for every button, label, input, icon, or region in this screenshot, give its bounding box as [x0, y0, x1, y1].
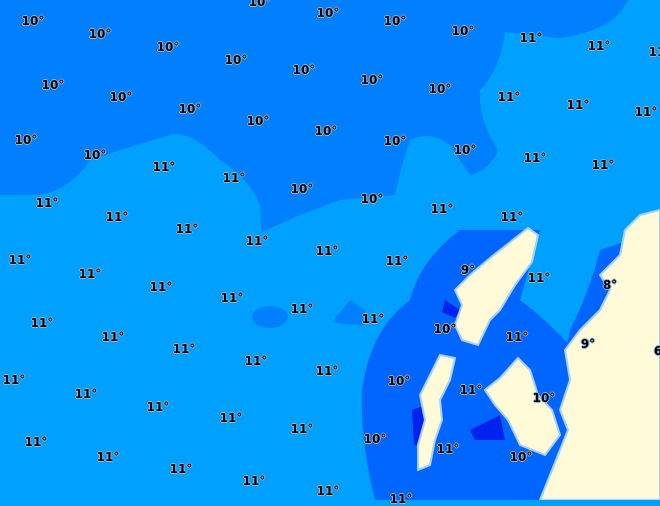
temperature-label: 11°	[219, 411, 243, 425]
temperature-label: 11°	[242, 474, 266, 488]
temperature-label: 11°	[591, 158, 615, 172]
temperature-label: 10°	[290, 182, 314, 196]
temperature-label: 11°	[430, 202, 454, 216]
temperature-label: 11°	[220, 291, 244, 305]
temperature-label: 10°	[41, 78, 65, 92]
temperature-label: 10°	[363, 432, 387, 446]
mainland	[538, 208, 660, 500]
temperature-label: 10°	[509, 450, 533, 464]
temperature-label: 10°	[109, 90, 133, 104]
temperature-label: 11°	[152, 160, 176, 174]
temperature-label: 11°	[169, 462, 193, 476]
temperature-label: 11°	[523, 151, 547, 165]
temperature-label: 9°	[460, 263, 476, 277]
temperature-label: 10°	[453, 143, 477, 157]
temperature-label: 10°	[316, 6, 340, 20]
temperature-label: 11°	[8, 253, 32, 267]
temperature-label: 11°	[316, 484, 340, 498]
island-harris-uist	[417, 353, 457, 472]
sea-10-patch	[252, 306, 288, 328]
temperature-label: 10°	[428, 82, 452, 96]
temperature-label: 11°	[385, 254, 409, 268]
temperature-label: 11°	[222, 171, 246, 185]
temperature-label: 11°	[587, 39, 611, 53]
temperature-label: 11°	[149, 280, 173, 294]
temperature-label: 10°	[88, 27, 112, 41]
temperature-label: 10°	[360, 192, 384, 206]
island-lewis	[453, 226, 540, 347]
temperature-label: 10°	[387, 374, 411, 388]
temperature-label: 10°	[433, 322, 457, 336]
temperature-label: 10°	[451, 24, 475, 38]
temperature-label: 11°	[389, 492, 413, 506]
temperature-label: 11°	[35, 196, 59, 210]
sea-10-patch	[332, 300, 365, 326]
temperature-label: 11°	[519, 31, 543, 45]
temperature-label: 11°	[436, 442, 460, 456]
sea-10-zone	[0, 0, 628, 232]
temperature-label: 9°	[580, 337, 596, 351]
temperature-label: 11°	[315, 244, 339, 258]
temperature-label: 11°	[497, 90, 521, 104]
temperature-label: 11°	[290, 422, 314, 436]
temperature-label: 11°	[24, 435, 48, 449]
temperature-label: 11°	[175, 222, 199, 236]
temperature-label: 10°	[383, 14, 407, 28]
temperature-label: 11°	[74, 387, 98, 401]
island-skye	[483, 356, 562, 457]
temperature-label: 10°	[383, 134, 407, 148]
temperature-label: 11°	[101, 330, 125, 344]
temperature-label: 11°	[315, 364, 339, 378]
temperature-label: 11°	[505, 330, 529, 344]
temperature-label: 11°	[361, 312, 385, 326]
temperature-label: 11°	[105, 210, 129, 224]
temperature-label: 10°	[178, 102, 202, 116]
temperature-label: 6	[653, 344, 660, 358]
temperature-label: 11°	[527, 271, 551, 285]
temperature-label: 10°	[292, 63, 316, 77]
temperature-label: 11°	[245, 234, 269, 248]
temperature-label: 10°	[224, 53, 248, 67]
temperature-label: 10°	[360, 73, 384, 87]
temperature-label: 10°	[248, 0, 272, 9]
temperature-label: 10°	[246, 114, 270, 128]
temperature-label: 10°	[83, 148, 107, 162]
temperature-label: 11°	[634, 105, 658, 119]
temperature-label: 10°	[14, 133, 38, 147]
temperature-label: 11°	[566, 98, 590, 112]
land	[417, 208, 660, 500]
temperature-label: 11°	[244, 354, 268, 368]
temperature-label: 11°	[500, 210, 524, 224]
temperature-label: 11°	[459, 383, 483, 397]
temperature-label: 8°	[602, 278, 618, 292]
temperature-label: 10°	[156, 40, 180, 54]
temperature-label: 11°	[2, 373, 26, 387]
temperature-label: 11°	[648, 45, 660, 59]
temperature-label: 10°	[314, 124, 338, 138]
temperature-label: 11°	[146, 400, 170, 414]
temperature-label: 11°	[172, 342, 196, 356]
temperature-label: 10°	[21, 14, 45, 28]
temperature-label: 10°	[532, 391, 556, 405]
temperature-label: 11°	[96, 450, 120, 464]
temperature-label: 11°	[78, 267, 102, 281]
temperature-label: 11°	[290, 302, 314, 316]
temperature-label: 11°	[30, 316, 54, 330]
